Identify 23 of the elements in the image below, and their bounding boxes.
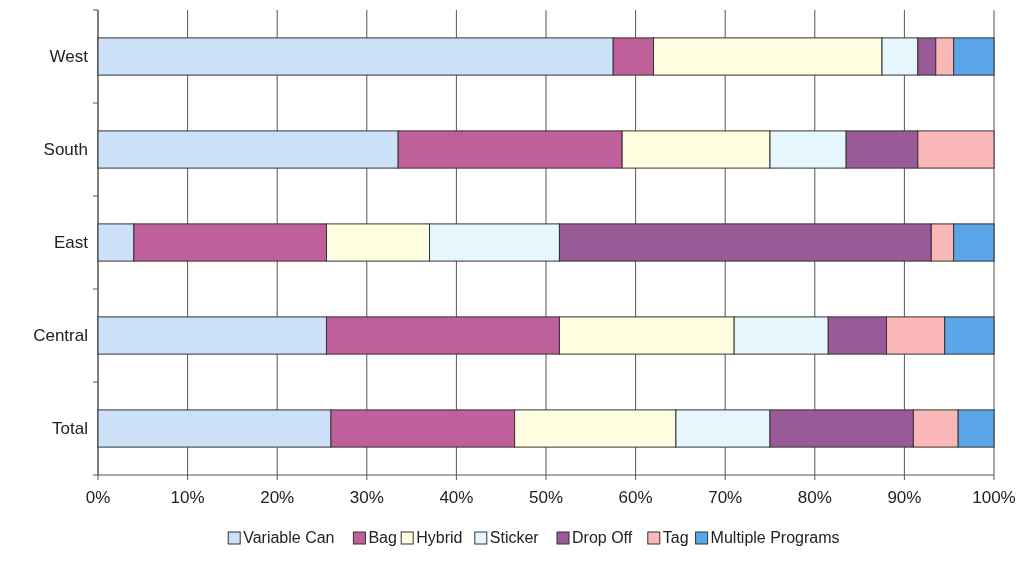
x-tick-label: 40% <box>439 488 474 507</box>
x-tick-label: 80% <box>797 488 832 507</box>
x-tick-label: 90% <box>887 488 922 507</box>
y-tick-label: South <box>43 140 88 160</box>
x-tick-label: 30% <box>349 488 384 507</box>
y-tick-label: East <box>53 233 89 253</box>
legend-label: Sticker <box>489 529 540 546</box>
x-tick-label: 50% <box>528 488 564 507</box>
legend-label: Bag <box>368 529 397 546</box>
y-tick-label: West <box>49 47 89 67</box>
x-tick-label: 0% <box>85 488 111 507</box>
x-tick-label: 10% <box>170 488 205 507</box>
legend-label: Variable Can <box>243 529 335 546</box>
legend-label: Tag <box>662 529 689 546</box>
y-tick-label: Total <box>52 419 88 439</box>
x-tick-label: 100% <box>972 488 1016 507</box>
legend-label: Multiple Programs <box>710 529 840 546</box>
x-tick-label: 60% <box>618 488 653 507</box>
x-tick-label: 20% <box>260 488 295 507</box>
legend-label: Drop Off <box>572 529 633 546</box>
y-tick-label: Central <box>33 326 88 346</box>
legend-label: Hybrid <box>416 529 463 546</box>
x-tick-label: 70% <box>708 488 743 507</box>
